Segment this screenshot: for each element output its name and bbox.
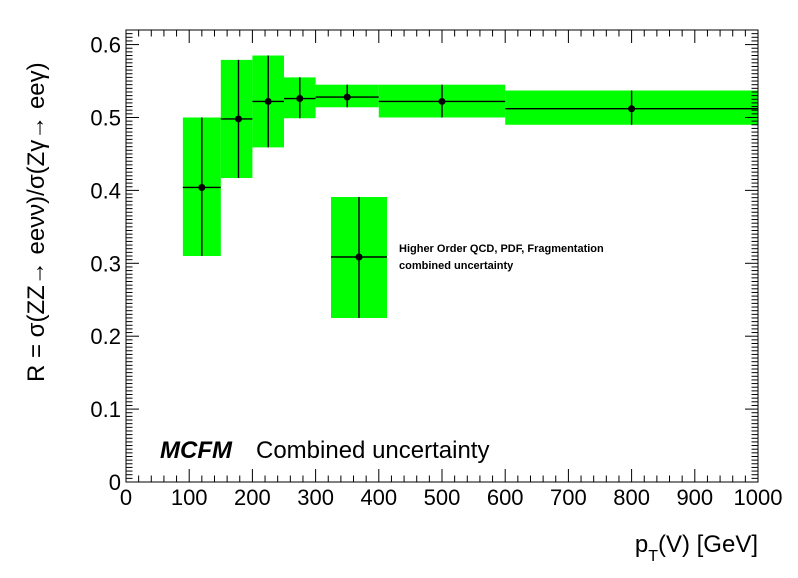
y-tick-label: 0.3 xyxy=(90,251,121,276)
x-tick-label: 300 xyxy=(297,485,334,510)
data-point-0 xyxy=(198,183,206,191)
data-markers xyxy=(198,93,636,191)
x-tick-label: 700 xyxy=(550,485,587,510)
data-point-5 xyxy=(438,97,446,105)
data-point-2 xyxy=(264,97,272,105)
axis-ticks xyxy=(125,29,759,483)
data-point-6 xyxy=(628,105,636,113)
y-tick-label: 0.6 xyxy=(90,33,121,58)
x-tick-label: 1000 xyxy=(734,485,783,510)
y-tick-label: 0.1 xyxy=(90,397,121,422)
legend: Higher Order QCD, PDF, Fragmentation com… xyxy=(331,197,604,318)
x-tick-label: 800 xyxy=(613,485,650,510)
x-tick-label: 100 xyxy=(171,485,208,510)
legend-line2: combined uncertainty xyxy=(399,260,514,272)
annotation-mcfm: MCFM xyxy=(160,437,233,464)
x-tick-label: 600 xyxy=(487,485,524,510)
annotation: MCFM Combined uncertainty xyxy=(160,437,489,464)
legend-line1: Higher Order QCD, PDF, Fragmentation xyxy=(399,243,604,255)
y-tick-label: 0.5 xyxy=(90,105,121,130)
y-tick-labels: 0 0.1 0.2 0.3 0.4 0.5 0.6 xyxy=(90,33,121,495)
uncertainty-bands xyxy=(182,55,758,256)
y-tick-label: 0 xyxy=(109,470,121,495)
x-tick-label: 200 xyxy=(234,485,271,510)
data-point-3 xyxy=(296,95,304,103)
x-tick-label: 0 xyxy=(120,485,132,510)
data-point-4 xyxy=(343,93,351,101)
annotation-text: Combined uncertainty xyxy=(256,437,489,464)
y-tick-label: 0.4 xyxy=(90,178,121,203)
x-tick-label: 400 xyxy=(360,485,397,510)
legend-marker xyxy=(355,253,363,261)
x-axis-title: pT(V) [GeV] xyxy=(635,531,758,565)
x-tick-label: 900 xyxy=(676,485,713,510)
y-tick-label: 0.2 xyxy=(90,324,121,349)
y-axis-title: R = σ(ZZ→ eeνν)/σ(Zγ→ eeγ) xyxy=(23,62,50,382)
x-tick-label: 500 xyxy=(424,485,461,510)
data-point-1 xyxy=(234,115,242,123)
x-tick-labels: 0 100 200 300 400 500 600 700 800 900 1000 xyxy=(120,485,783,510)
